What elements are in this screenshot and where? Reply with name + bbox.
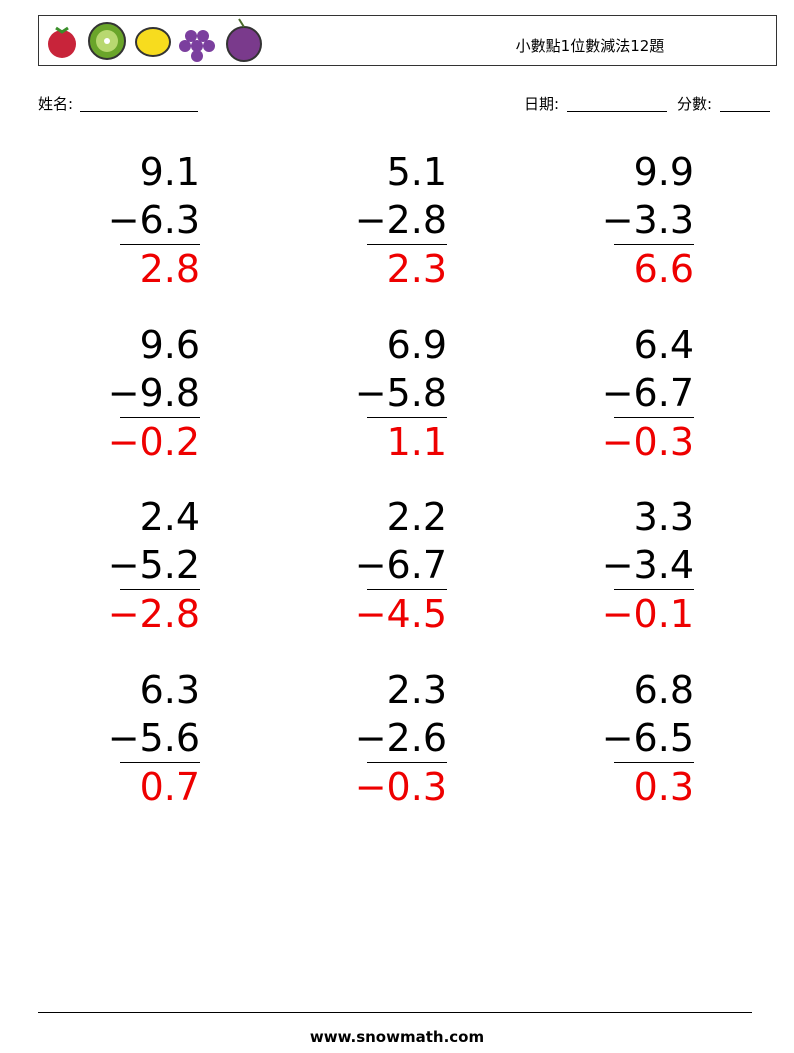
header-box [38,15,777,66]
answer-rule [120,244,200,245]
title: 小數點1位數減法12題 [515,37,665,55]
name-line [80,95,198,112]
subtrahend: −5.8 [354,370,447,415]
answer: −0.3 [601,419,694,464]
answer: −2.8 [107,592,200,636]
answer-rule [367,589,447,590]
answer: 2.8 [139,247,200,291]
subtrahend: −6.5 [601,715,694,760]
subtrahend: −3.4 [601,543,694,587]
name-label: 姓名: [38,95,74,113]
answer-rule [614,244,694,245]
date-label: 日期: [524,95,560,113]
answer: 2.3 [386,247,447,291]
answer: −0.1 [601,592,694,636]
minuend: 3.3 [633,495,694,539]
minuend: 6.4 [633,322,694,367]
date-line [567,95,667,112]
minuend: 9.9 [633,150,694,194]
subtrahend: −2.8 [354,198,447,242]
answer-rule [614,589,694,590]
footer-line [38,1012,752,1013]
score-label: 分數: [677,95,713,113]
answer-rule [120,761,200,763]
subtrahend: −6.3 [107,198,200,242]
answer: −0.3 [354,764,447,809]
subtrahend: −6.7 [354,543,447,587]
answer-rule [367,416,447,418]
answer-rule [614,416,694,418]
subtrahend: −9.8 [107,370,200,415]
answer-rule [120,589,200,590]
answer: −4.5 [354,592,447,636]
score-line [720,95,770,112]
minuend: 6.3 [139,667,200,712]
subtrahend: −5.2 [107,543,200,587]
minuend: 9.1 [139,150,200,194]
answer: 1.1 [386,419,447,464]
minuend: 9.6 [139,322,200,367]
minuend: 2.2 [386,495,447,539]
fruit-icons [48,18,262,62]
minuend: 2.4 [139,495,200,539]
subtrahend: −5.6 [107,715,200,760]
answer: 0.3 [633,764,694,809]
minuend: 6.9 [386,322,447,367]
answer: 0.7 [139,764,200,809]
answer-rule [367,761,447,763]
minuend: 6.8 [633,667,694,712]
answer-rule [614,761,694,763]
subtrahend: −2.6 [354,715,447,760]
answer: −0.2 [107,419,200,464]
minuend: 2.3 [386,667,447,712]
subtrahend: −6.7 [601,370,694,415]
subtrahend: −3.3 [601,198,694,242]
minuend: 5.1 [386,150,447,194]
answer-rule [120,416,200,418]
footer-url: www.snowmath.com [309,1028,485,1046]
answer: 6.6 [633,247,694,291]
answer-rule [367,244,447,245]
